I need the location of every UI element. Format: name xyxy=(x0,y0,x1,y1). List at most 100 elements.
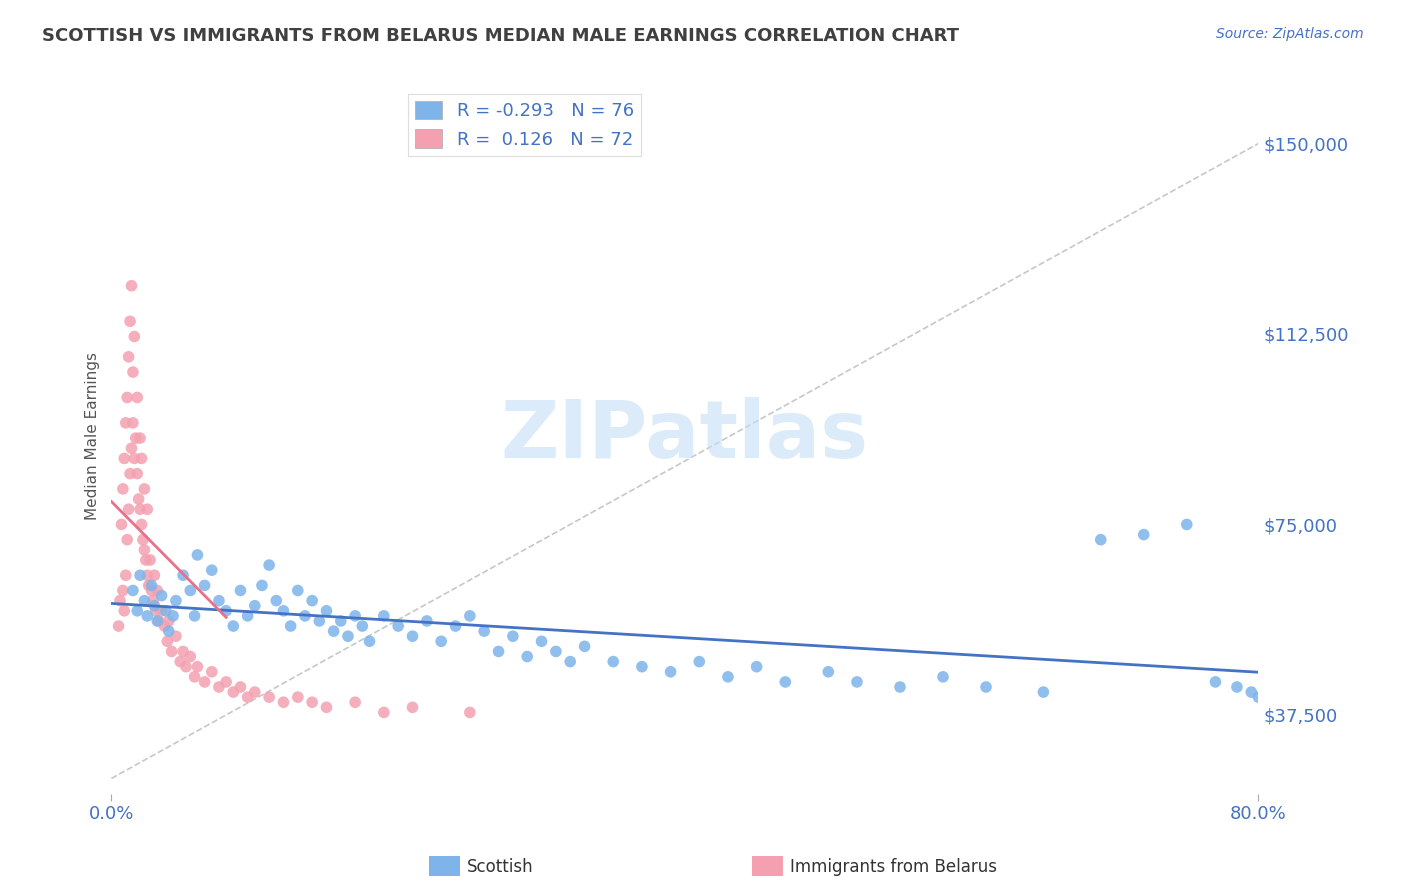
Point xyxy=(172,644,194,658)
Point xyxy=(183,608,205,623)
Point xyxy=(112,604,135,618)
Point xyxy=(127,604,149,618)
Point xyxy=(148,614,170,628)
Point xyxy=(574,640,596,654)
Point xyxy=(134,542,156,557)
Point xyxy=(401,629,423,643)
Point xyxy=(273,695,295,709)
Point xyxy=(157,624,180,639)
Point xyxy=(142,593,165,607)
Text: ZIPatlas: ZIPatlas xyxy=(501,397,869,475)
Point xyxy=(134,593,156,607)
Point xyxy=(111,482,134,496)
Point xyxy=(889,680,911,694)
Point xyxy=(129,502,152,516)
Point xyxy=(516,649,538,664)
Point xyxy=(602,655,624,669)
Point xyxy=(117,502,139,516)
Point xyxy=(208,593,231,607)
Point xyxy=(179,583,201,598)
Point xyxy=(114,568,136,582)
Point xyxy=(201,665,224,679)
Point xyxy=(560,655,582,669)
Point xyxy=(129,568,152,582)
Point xyxy=(153,619,176,633)
Point xyxy=(169,655,191,669)
Point xyxy=(1090,533,1112,547)
Point xyxy=(131,451,153,466)
Point xyxy=(139,553,162,567)
Point xyxy=(114,416,136,430)
Point xyxy=(329,614,352,628)
Point xyxy=(472,624,495,639)
Point xyxy=(387,619,409,633)
Point xyxy=(243,685,266,699)
Text: Scottish: Scottish xyxy=(467,858,533,876)
Point xyxy=(280,619,302,633)
Point xyxy=(631,659,654,673)
Point xyxy=(430,634,453,648)
Point xyxy=(273,604,295,618)
Point xyxy=(544,644,567,658)
Point xyxy=(117,350,139,364)
Point xyxy=(201,563,224,577)
Point xyxy=(222,619,245,633)
Point xyxy=(236,690,259,705)
Point xyxy=(183,670,205,684)
Point xyxy=(401,700,423,714)
Point xyxy=(745,659,768,673)
Point xyxy=(155,604,177,618)
Point xyxy=(287,583,309,598)
Point xyxy=(416,614,439,628)
Point xyxy=(194,674,217,689)
Point xyxy=(846,674,869,689)
Point xyxy=(118,314,141,328)
Point xyxy=(174,659,197,673)
Point xyxy=(150,604,173,618)
Point xyxy=(135,553,157,567)
Point xyxy=(530,634,553,648)
Point xyxy=(110,517,132,532)
Point xyxy=(107,619,129,633)
Point xyxy=(143,599,166,613)
Point xyxy=(127,391,149,405)
Point xyxy=(134,482,156,496)
Point xyxy=(301,695,323,709)
Point xyxy=(817,665,839,679)
Point xyxy=(502,629,524,643)
Text: SCOTTISH VS IMMIGRANTS FROM BELARUS MEDIAN MALE EARNINGS CORRELATION CHART: SCOTTISH VS IMMIGRANTS FROM BELARUS MEDI… xyxy=(42,27,959,45)
Point xyxy=(112,451,135,466)
Point xyxy=(146,583,169,598)
Point xyxy=(138,578,160,592)
Point xyxy=(257,690,280,705)
Point xyxy=(156,634,179,648)
Point xyxy=(129,431,152,445)
Point xyxy=(458,608,481,623)
Point xyxy=(115,391,138,405)
Point xyxy=(337,629,360,643)
Point xyxy=(344,608,367,623)
Point xyxy=(118,467,141,481)
Point xyxy=(125,431,148,445)
Point xyxy=(121,442,143,456)
Point xyxy=(131,517,153,532)
Point xyxy=(308,614,330,628)
Point xyxy=(236,608,259,623)
Point xyxy=(136,608,159,623)
Point xyxy=(141,578,163,592)
Point xyxy=(132,533,155,547)
Point xyxy=(1247,690,1270,705)
Point xyxy=(115,533,138,547)
Point xyxy=(165,629,187,643)
Point xyxy=(165,593,187,607)
Y-axis label: Median Male Earnings: Median Male Earnings xyxy=(86,351,100,519)
Point xyxy=(128,491,150,506)
Point xyxy=(344,695,367,709)
Point xyxy=(229,583,252,598)
Point xyxy=(315,700,337,714)
Point xyxy=(122,583,145,598)
Point xyxy=(143,568,166,582)
Point xyxy=(488,644,510,658)
Point xyxy=(266,593,288,607)
Point xyxy=(250,578,273,592)
